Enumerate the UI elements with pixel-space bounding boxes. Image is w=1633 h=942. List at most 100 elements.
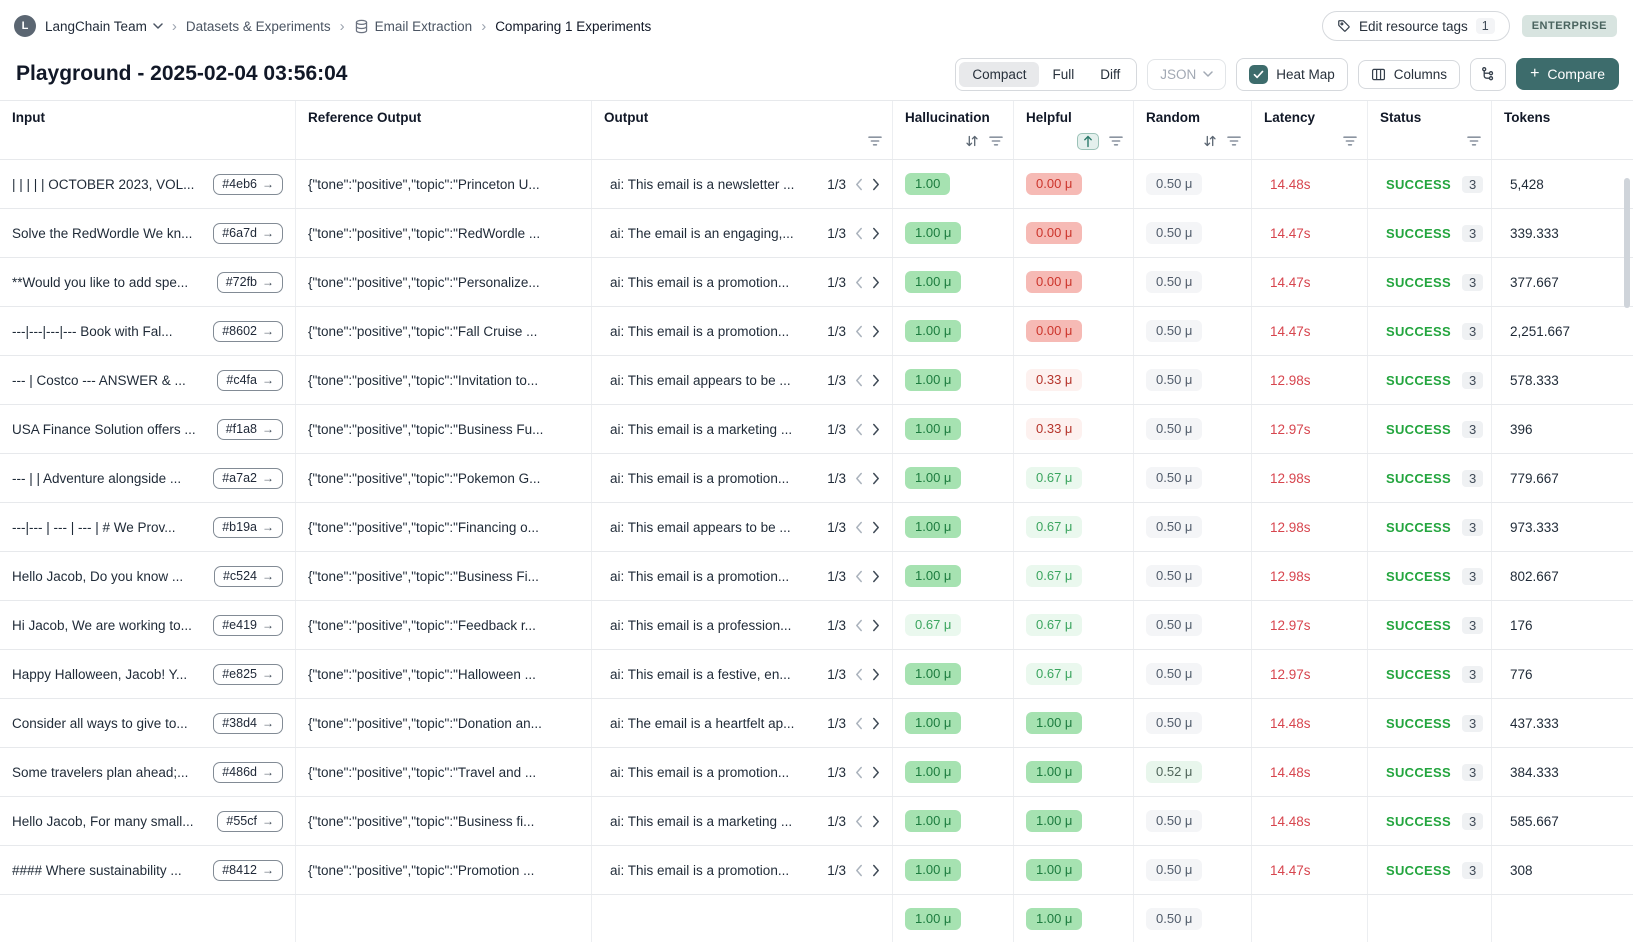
chevron-right-icon[interactable] xyxy=(872,472,880,485)
chevron-right-icon[interactable] xyxy=(872,325,880,338)
filter-icon[interactable] xyxy=(1109,136,1123,146)
random-score-chip: 0.50 μ xyxy=(1146,565,1203,587)
chevron-right-icon[interactable] xyxy=(872,423,880,436)
sort-icon[interactable] xyxy=(1203,135,1217,147)
filter-icon[interactable] xyxy=(1343,136,1357,146)
table-row[interactable]: Hi Jacob, We are working to... #e419 → {… xyxy=(0,601,1633,650)
view-mode-compact[interactable]: Compact xyxy=(959,61,1040,87)
table-row[interactable]: | | | | | OCTOBER 2023, VOL... #4eb6 → {… xyxy=(0,160,1633,209)
row-id-badge[interactable]: #38d4 → xyxy=(213,712,283,734)
table-row[interactable]: --- | Costco --- ANSWER & ... #c4fa → {"… xyxy=(0,356,1633,405)
chevron-right-icon[interactable] xyxy=(872,766,880,779)
row-id-badge[interactable]: #8602 → xyxy=(213,320,283,342)
format-dropdown[interactable]: JSON xyxy=(1147,58,1227,90)
table-row[interactable]: --- | | Adventure alongside ... #a7a2 → … xyxy=(0,454,1633,503)
row-id-badge[interactable]: #6a7d → xyxy=(213,222,283,244)
chevron-left-icon[interactable] xyxy=(855,325,863,338)
table-row[interactable]: ---|--- | --- | --- | # We Prov... #b19a… xyxy=(0,503,1633,552)
heatmap-checkbox[interactable] xyxy=(1249,64,1269,84)
chevron-right-icon[interactable] xyxy=(872,619,880,632)
chevron-right-icon[interactable] xyxy=(872,227,880,240)
status-badge: SUCCESS xyxy=(1386,519,1451,535)
row-id-badge[interactable]: #a7a2 → xyxy=(213,467,283,489)
compare-button[interactable]: + Compare xyxy=(1516,58,1619,90)
table-row[interactable]: Hello Jacob, Do you know ... #c524 → {"t… xyxy=(0,552,1633,601)
row-id-badge[interactable]: #55cf → xyxy=(217,810,283,832)
row-id-badge[interactable]: #b19a → xyxy=(213,516,283,538)
chevron-left-icon[interactable] xyxy=(855,227,863,240)
breadcrumb-datasets[interactable]: Datasets & Experiments xyxy=(185,18,331,34)
row-id-badge[interactable]: #e825 → xyxy=(213,663,283,685)
filter-icon[interactable] xyxy=(1467,136,1481,146)
table-row[interactable]: ---|---|---|--- Book with Fal... #8602 →… xyxy=(0,307,1633,356)
row-id-badge[interactable]: #c4fa → xyxy=(217,369,283,391)
table-row[interactable]: Happy Halloween, Jacob! Y... #e825 → {"t… xyxy=(0,650,1633,699)
row-id-badge[interactable]: #c524 → xyxy=(213,565,283,587)
chevron-right-icon[interactable] xyxy=(872,521,880,534)
table-row[interactable]: #### Where sustainability ... #8412 → {"… xyxy=(0,846,1633,895)
filter-icon[interactable] xyxy=(868,136,882,146)
chevron-left-icon[interactable] xyxy=(855,864,863,877)
chevron-left-icon[interactable] xyxy=(855,178,863,191)
table-row[interactable]: USA Finance Solution offers ... #f1a8 → … xyxy=(0,405,1633,454)
output-pager: 1/3 xyxy=(827,520,880,535)
row-id-badge[interactable]: #72fb → xyxy=(216,271,283,293)
table-row[interactable]: Hello Jacob, For many small... #55cf → {… xyxy=(0,797,1633,846)
chevron-left-icon[interactable] xyxy=(855,423,863,436)
output-cell: ai: This email is a marketing ... 1/3 xyxy=(592,797,893,845)
view-mode-diff[interactable]: Diff xyxy=(1100,66,1121,82)
chevron-right-icon[interactable] xyxy=(872,570,880,583)
random-cell: 0.50 μ xyxy=(1134,846,1252,894)
chevron-right-icon[interactable] xyxy=(872,276,880,289)
helpful-cell: 0.33 μ xyxy=(1014,405,1134,453)
breadcrumb-dataset[interactable]: Email Extraction xyxy=(354,19,472,34)
filter-icon[interactable] xyxy=(1227,136,1241,146)
output-text: ai: This email is a promotion... xyxy=(610,764,790,780)
chevron-left-icon[interactable] xyxy=(855,766,863,779)
row-id-badge[interactable]: #e419 → xyxy=(213,614,283,636)
chevron-left-icon[interactable] xyxy=(855,717,863,730)
row-id-badge[interactable]: #f1a8 → xyxy=(216,418,283,440)
tree-view-button[interactable] xyxy=(1470,57,1507,91)
edit-resource-tags-button[interactable]: Edit resource tags 1 xyxy=(1321,11,1510,41)
table-row[interactable]: Consider all ways to give to... #38d4 → … xyxy=(0,699,1633,748)
view-mode-full[interactable]: Full xyxy=(1052,66,1075,82)
chevron-right-icon[interactable] xyxy=(872,178,880,191)
breadcrumb-team-menu[interactable]: LangChain Team xyxy=(45,19,163,34)
heatmap-toggle[interactable]: Heat Map xyxy=(1236,57,1348,91)
chevron-right-icon[interactable] xyxy=(872,374,880,387)
chevron-left-icon[interactable] xyxy=(855,472,863,485)
table-row[interactable]: Solve the RedWordle We kn... #6a7d → {"t… xyxy=(0,209,1633,258)
filter-icon[interactable] xyxy=(989,136,1003,146)
chevron-left-icon[interactable] xyxy=(855,521,863,534)
output-cell: ai: This email is a promotion... 1/3 xyxy=(592,846,893,894)
hallucination-cell: 1.00 μ xyxy=(893,209,1014,257)
chevron-left-icon[interactable] xyxy=(855,619,863,632)
sort-icon[interactable] xyxy=(965,135,979,147)
chevron-left-icon[interactable] xyxy=(855,374,863,387)
chevron-right-icon[interactable] xyxy=(872,864,880,877)
chevron-left-icon[interactable] xyxy=(855,276,863,289)
row-id: #a7a2 xyxy=(222,471,257,485)
chevron-left-icon[interactable] xyxy=(855,570,863,583)
row-id-badge[interactable]: #4eb6 → xyxy=(213,173,283,195)
random-score-chip: 0.50 μ xyxy=(1146,614,1203,636)
chevron-left-icon[interactable] xyxy=(855,668,863,681)
chevron-right-icon[interactable] xyxy=(872,815,880,828)
row-id: #486d xyxy=(222,765,257,779)
input-cell: | | | | | OCTOBER 2023, VOL... #4eb6 → xyxy=(0,160,296,208)
chevron-right-icon[interactable] xyxy=(872,717,880,730)
vertical-scrollbar[interactable] xyxy=(1624,178,1630,308)
table-row[interactable]: **Would you like to add spe... #72fb → {… xyxy=(0,258,1633,307)
column-header-tokens: Tokens xyxy=(1504,110,1551,125)
row-id-badge[interactable]: #8412 → xyxy=(213,859,283,881)
tokens-value: 396 xyxy=(1510,421,1533,437)
table-row[interactable]: Some travelers plan ahead;... #486d → {"… xyxy=(0,748,1633,797)
chevron-right-icon[interactable] xyxy=(872,668,880,681)
row-id-badge[interactable]: #486d → xyxy=(213,761,283,783)
table-row[interactable]: → 1.00 μ 1.00 μ 0.50 μ xyxy=(0,895,1633,942)
sort-asc-icon[interactable] xyxy=(1077,132,1099,150)
input-text: | | | | | OCTOBER 2023, VOL... xyxy=(12,176,195,192)
chevron-left-icon[interactable] xyxy=(855,815,863,828)
columns-button[interactable]: Columns xyxy=(1357,59,1461,89)
